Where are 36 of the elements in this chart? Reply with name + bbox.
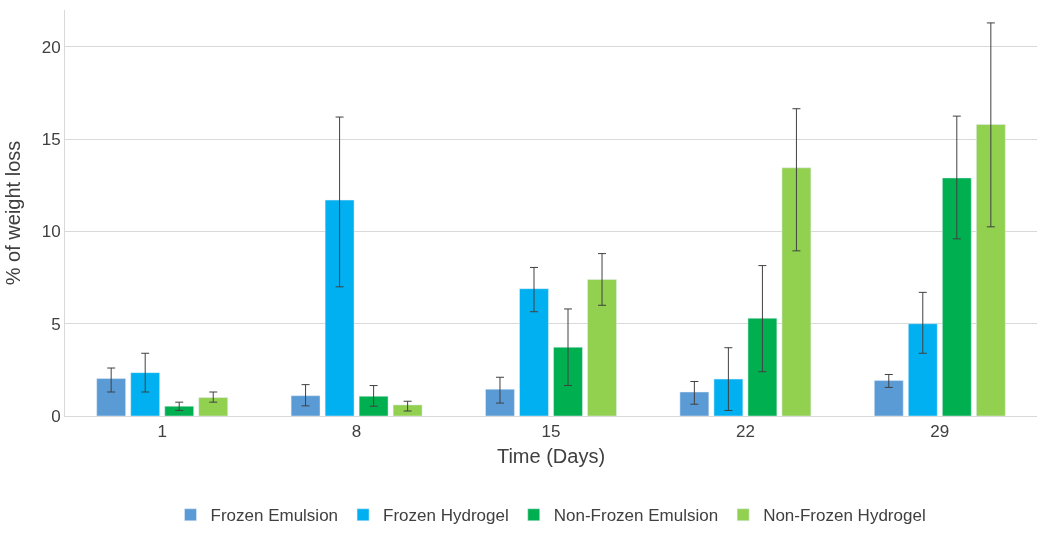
bar — [130, 372, 160, 416]
y-tick-label: 5 — [51, 314, 61, 334]
bar — [198, 397, 228, 416]
bar — [553, 346, 583, 416]
x-tick-label: 1 — [157, 422, 167, 442]
bar — [324, 199, 355, 416]
bar — [874, 380, 904, 416]
x-axis-title: Time (Days) — [496, 444, 606, 467]
bar — [485, 388, 515, 416]
y-tick-label: 15 — [41, 130, 61, 150]
y-axis-title: % of weight loss — [2, 140, 25, 286]
bar — [679, 391, 710, 416]
x-tick-label: 29 — [930, 422, 950, 442]
legend-label: Non-Frozen Hydrogel — [763, 506, 926, 526]
legend-label: Non-Frozen Emulsion — [553, 506, 719, 526]
x-tick-label: 15 — [541, 422, 561, 442]
legend-label: Frozen Hydrogel — [383, 506, 509, 526]
bar — [358, 396, 389, 416]
bar — [781, 167, 812, 416]
y-tick-label: 20 — [41, 37, 61, 57]
bar — [164, 405, 194, 416]
x-tick-label: 8 — [351, 422, 362, 442]
bar — [908, 323, 938, 416]
bar — [96, 378, 126, 416]
bar — [519, 288, 549, 416]
bar — [976, 124, 1006, 416]
y-tick-label: 0 — [51, 406, 61, 426]
bar — [747, 317, 778, 416]
bar — [942, 177, 972, 416]
legend-label: Frozen Emulsion — [210, 506, 339, 526]
y-tick-label: 10 — [41, 222, 61, 242]
bar — [290, 395, 321, 416]
x-tick-label: 22 — [735, 422, 755, 442]
bar — [713, 378, 744, 416]
bar — [392, 404, 423, 416]
bar — [587, 279, 617, 416]
